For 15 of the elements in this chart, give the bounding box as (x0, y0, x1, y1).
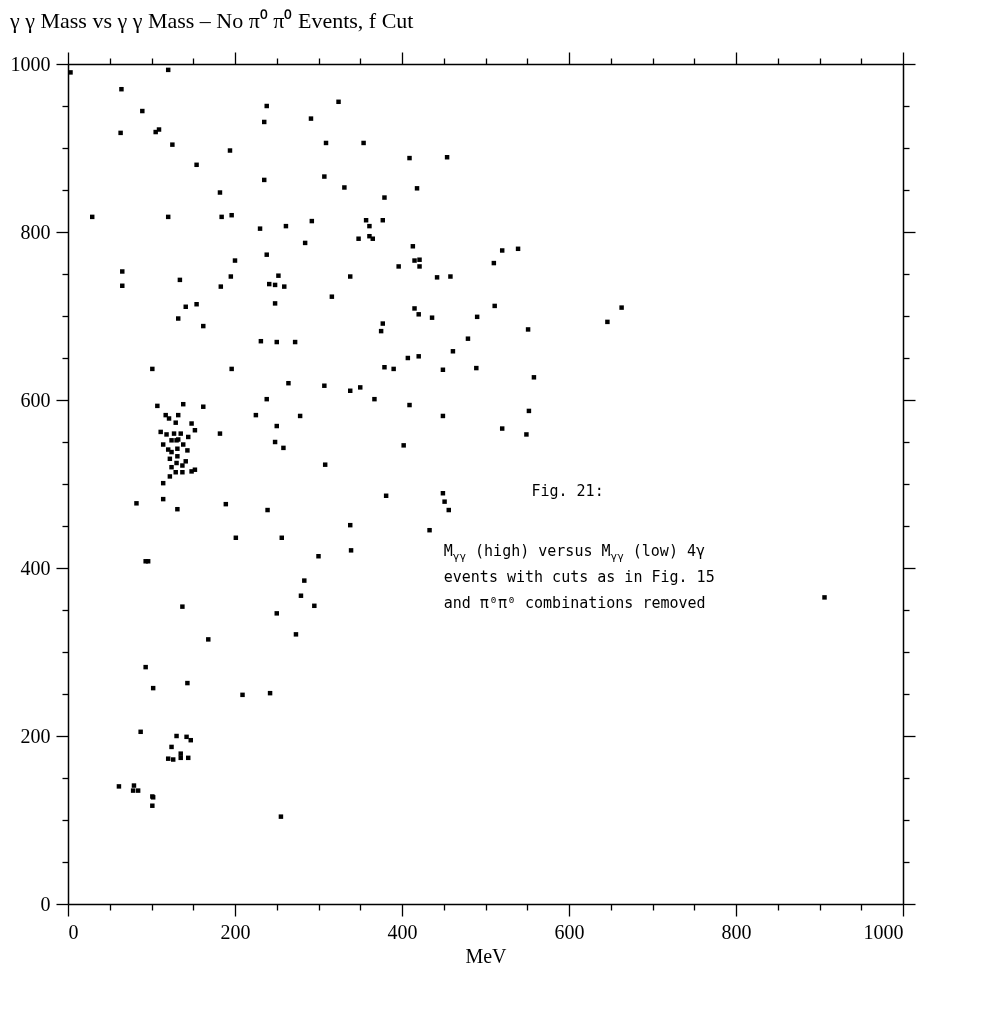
y-tick-label: 400 (20, 556, 51, 579)
x-tick-label: 1000 (863, 920, 904, 943)
annotation: Fig. 21: (531, 482, 604, 500)
y-tick-label: 600 (20, 388, 51, 411)
y-tick-label: 200 (20, 724, 51, 747)
x-tick-label: 400 (387, 920, 418, 943)
chart-title: γ γ Mass vs γ γ Mass – No π⁰ π⁰ Events, f Cut (9, 8, 414, 34)
y-tick-label: 0 (40, 892, 51, 915)
x-tick-label: 0 (68, 920, 79, 943)
x-tick-label: 600 (554, 920, 585, 943)
x-tick-label: 800 (721, 920, 752, 943)
x-axis-title: MeV (465, 944, 508, 967)
y-tick-label: 800 (20, 220, 51, 243)
y-tick-label: 1000 (10, 52, 51, 75)
x-tick-label: 200 (220, 920, 251, 943)
